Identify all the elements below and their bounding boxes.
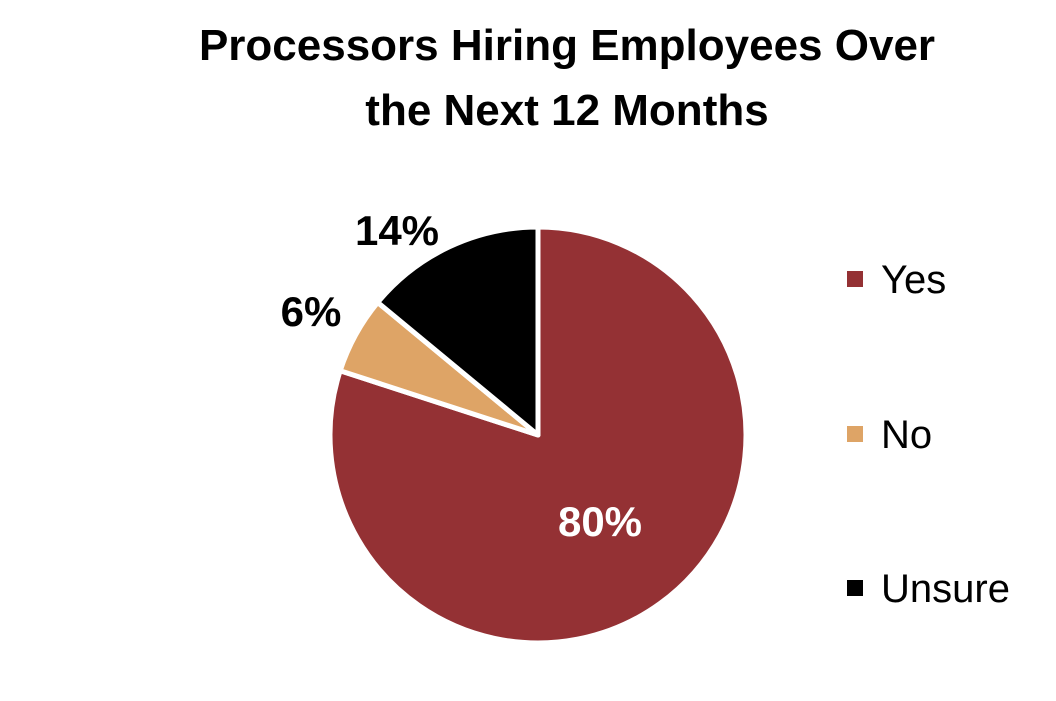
legend-item-no: No <box>847 413 932 457</box>
data-label-unsure: 14% <box>355 207 439 254</box>
pie-slice-unsure <box>375 224 541 438</box>
data-label-yes: 80% <box>558 498 642 545</box>
chart-title-line-2: the Next 12 Months <box>365 86 768 135</box>
legend-label-yes: Yes <box>881 258 946 302</box>
legend-swatch-unsure <box>847 580 863 596</box>
legend-label-unsure: Unsure <box>881 567 1010 611</box>
legend-item-yes: Yes <box>847 258 946 302</box>
data-label-no: 6% <box>281 288 342 335</box>
legend-swatch-yes <box>847 271 863 287</box>
legend: Yes No Unsure <box>847 258 1010 611</box>
pie-slices <box>327 224 749 646</box>
legend-item-unsure: Unsure <box>847 567 1010 611</box>
legend-swatch-no <box>847 426 863 442</box>
chart-title-line-1: Processors Hiring Employees Over <box>199 21 935 70</box>
legend-label-no: No <box>881 413 932 457</box>
chart-title: Processors Hiring Employees Over the Nex… <box>199 21 935 135</box>
pie-data-labels: 80% 6% 14% <box>281 207 642 545</box>
